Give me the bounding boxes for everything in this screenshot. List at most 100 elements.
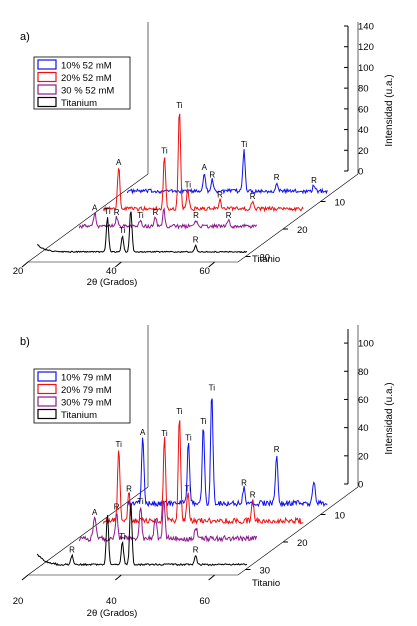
peak-label: Ti bbox=[176, 407, 183, 416]
peak-label: Ti bbox=[119, 532, 126, 541]
x-tick-label: 40 bbox=[106, 596, 117, 607]
x-tick-mark bbox=[115, 261, 122, 268]
peak-label: R bbox=[311, 176, 317, 185]
series-line bbox=[126, 149, 328, 195]
legend-swatch bbox=[37, 396, 57, 407]
legend-swatch bbox=[37, 383, 57, 395]
z-tick-label: 40 bbox=[358, 423, 369, 434]
z-tick-label: 20 bbox=[358, 146, 369, 157]
x-tick-label: 60 bbox=[199, 266, 210, 277]
z-tick-label: 80 bbox=[358, 84, 369, 95]
peak-label: R bbox=[69, 545, 75, 554]
peak-label: R bbox=[126, 485, 132, 494]
series-line bbox=[36, 504, 248, 567]
peak-label: Ti bbox=[209, 384, 216, 393]
peak-label: A bbox=[116, 158, 122, 167]
depth-axis-label: Titanio bbox=[252, 254, 280, 265]
peak-label: A bbox=[92, 204, 98, 213]
series-line bbox=[102, 113, 304, 213]
peak-label: Ti bbox=[104, 207, 111, 216]
legend-box bbox=[33, 368, 131, 424]
z-tick-label: 40 bbox=[358, 125, 369, 136]
peak-label: R bbox=[274, 445, 280, 454]
depth-tick-label: 20 bbox=[297, 225, 308, 236]
depth-tick-label: 30 bbox=[260, 253, 271, 264]
panel-label: b) bbox=[20, 336, 30, 348]
peak-label: Ti bbox=[241, 140, 248, 149]
legend-swatch bbox=[37, 408, 57, 420]
z-tick-label: 80 bbox=[358, 367, 369, 378]
depth-tick-label: 10 bbox=[335, 198, 346, 209]
x-tick-label: 40 bbox=[106, 266, 117, 277]
x-tick-mark bbox=[21, 574, 29, 581]
z-axis-label: Intensidad (u.a.) bbox=[384, 74, 395, 146]
z-tick-label: 60 bbox=[358, 104, 369, 115]
peak-label: R bbox=[209, 171, 215, 180]
legend-swatch bbox=[37, 59, 57, 70]
peak-label: R bbox=[241, 478, 247, 487]
peak-label: Ti bbox=[161, 146, 168, 155]
peak-label: Ti bbox=[137, 497, 144, 506]
legend-entry: Titanium bbox=[61, 98, 97, 109]
legend-swatch bbox=[37, 84, 57, 95]
z-tick-label: 60 bbox=[358, 395, 369, 406]
peak-label: R bbox=[274, 173, 280, 182]
z-axis-label: Intensidad (u.a.) bbox=[384, 382, 395, 454]
z-tick-label: 140 bbox=[358, 22, 374, 33]
x-tick-label: 20 bbox=[13, 596, 24, 607]
legend-entry: 30% 79 mM bbox=[61, 398, 112, 409]
floor-outline bbox=[27, 173, 359, 263]
series-line bbox=[102, 420, 304, 526]
x-tick-mark bbox=[208, 261, 215, 268]
depth-tick-label: 20 bbox=[297, 538, 308, 549]
legend-entry: Titanium bbox=[61, 410, 97, 421]
peak-label: Ti bbox=[176, 101, 183, 110]
series-line bbox=[78, 207, 258, 230]
peak-label: R bbox=[153, 208, 159, 217]
legend-entry: 10% 79 mM bbox=[61, 373, 112, 384]
x-axis-label: 2θ (Grados) bbox=[87, 608, 138, 619]
x-tick-mark bbox=[208, 574, 215, 581]
floor-outline bbox=[27, 486, 359, 576]
peak-label: Ti bbox=[185, 485, 192, 494]
peak-label: R bbox=[193, 235, 199, 244]
z-tick-label: 100 bbox=[358, 63, 374, 74]
legend-swatch bbox=[37, 96, 57, 108]
depth-axis-label: Titanio bbox=[252, 578, 280, 589]
z-tick-label: 120 bbox=[358, 42, 374, 53]
peak-label: A bbox=[202, 163, 208, 172]
legend-entry: 20% 52 mM bbox=[61, 73, 112, 84]
peak-label: R bbox=[250, 490, 256, 499]
panel-label: a) bbox=[20, 31, 30, 43]
series-line bbox=[37, 211, 248, 254]
x-axis-label: 2θ (Grados) bbox=[87, 277, 138, 288]
x-tick-mark bbox=[115, 574, 122, 581]
panel-a: a) 0 20 40 60 80 100 120 140 Intensidad (u.a.) 10 2… bbox=[13, 22, 395, 288]
peak-label: Ti bbox=[185, 181, 192, 190]
depth-tick-label: 30 bbox=[260, 566, 271, 577]
peak-label: Ti bbox=[137, 211, 144, 220]
legend-box bbox=[33, 56, 131, 110]
legend-swatch bbox=[37, 371, 57, 382]
peak-label: R bbox=[114, 502, 120, 511]
z-tick-label: 100 bbox=[358, 339, 374, 350]
peak-label: R bbox=[114, 208, 120, 217]
peak-label: A bbox=[92, 508, 98, 517]
x-tick-mark bbox=[21, 261, 29, 268]
z-tick-label: 20 bbox=[358, 451, 369, 462]
peak-label: R bbox=[217, 190, 223, 199]
series-line bbox=[126, 398, 328, 508]
peak-label: A bbox=[140, 428, 146, 437]
peak-label: Ti bbox=[116, 440, 123, 449]
peak-label: R bbox=[250, 192, 256, 201]
x-tick-label: 20 bbox=[13, 266, 24, 277]
depth-tick-label: 10 bbox=[335, 511, 346, 522]
z-tick-label: 0 bbox=[358, 480, 363, 491]
legend-entry: 20% 79 mM bbox=[61, 385, 112, 396]
peak-label: Ti bbox=[200, 417, 207, 426]
peak-label: Ti bbox=[119, 226, 126, 235]
peak-label: R bbox=[226, 211, 232, 220]
legend-swatch bbox=[37, 71, 57, 83]
